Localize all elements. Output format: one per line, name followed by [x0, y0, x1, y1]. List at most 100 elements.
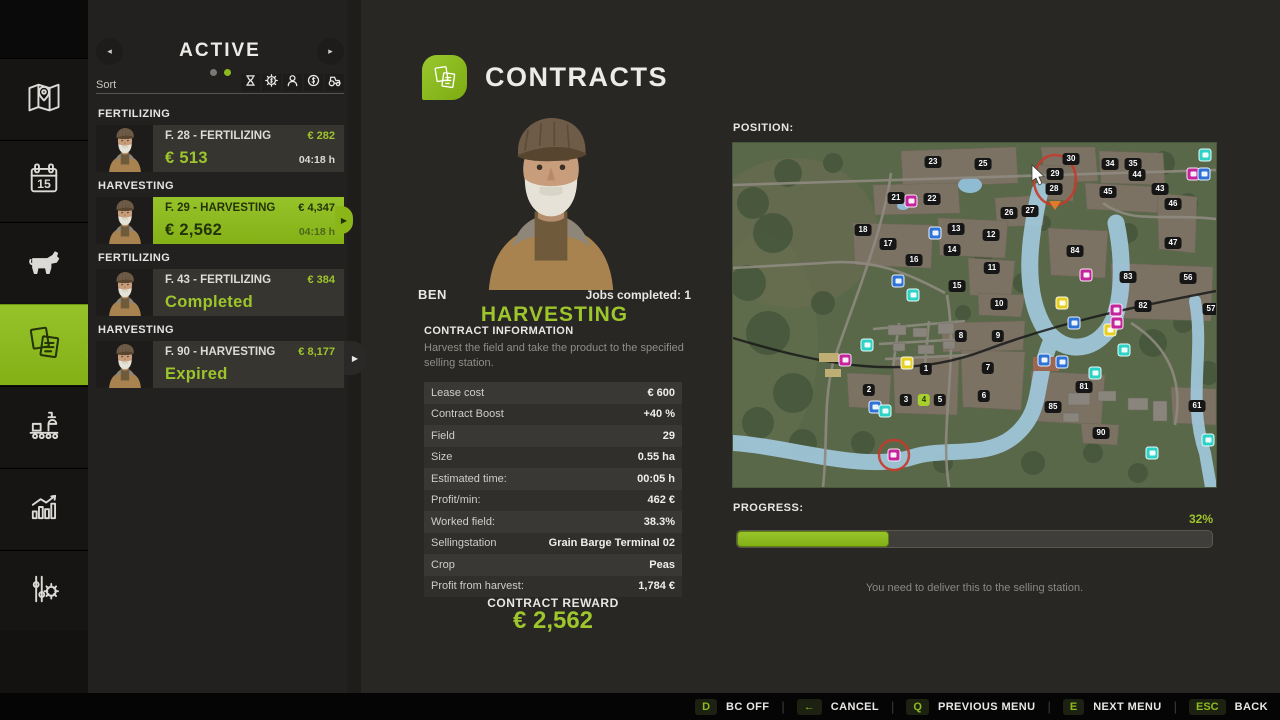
- info-table-row: Sellingstation Grain Barge Terminal 02: [424, 532, 682, 554]
- map-field-number: 45: [1099, 186, 1117, 198]
- map-field-number: 22: [923, 193, 941, 205]
- contract-card-time: 04:18 h: [298, 226, 335, 238]
- map-field-number: 81: [1075, 380, 1093, 393]
- map-field-number: 30: [1062, 153, 1080, 165]
- contract-section-label: FERTILIZING: [98, 108, 171, 120]
- hotkey-separator: |: [1047, 699, 1051, 714]
- contract-list: FERTILIZING F. 28 - FERTILIZING € 282 € 513…: [96, 100, 353, 388]
- expand-arrow-icon: ▶: [351, 353, 359, 363]
- info-table-row: Lease cost € 600: [424, 382, 682, 404]
- map-field-number: 25: [974, 158, 992, 170]
- calendar-icon: 15: [25, 160, 63, 203]
- hotkey-key: D: [695, 698, 718, 715]
- sidebar-item-production[interactable]: [0, 386, 88, 467]
- contract-card-reward: € 282: [307, 130, 335, 142]
- hotkey-previous-menu[interactable]: Q PREVIOUS MENU: [906, 698, 1036, 715]
- contract-card[interactable]: F. 29 - HARVESTING € 4,347 € 2,562 04:18 h ▶: [96, 197, 353, 244]
- map-field-number: 56: [1179, 272, 1197, 284]
- info-row-value: Grain Barge Terminal 02: [548, 537, 675, 550]
- hotkey-label: PREVIOUS MENU: [937, 700, 1036, 713]
- map-poi-icon: [860, 338, 874, 352]
- npc-portrait: [455, 108, 647, 290]
- map-field-number: 46: [1164, 197, 1182, 210]
- info-row-value: Peas: [649, 558, 675, 571]
- progress-hint: You need to deliver this to the selling …: [865, 582, 1084, 594]
- info-row-label: Profit/min:: [431, 494, 481, 507]
- sidebar-item-contracts[interactable]: [0, 304, 88, 385]
- contract-card-title: F. 29 - HARVESTING: [165, 202, 276, 214]
- map-field-number: 5: [933, 394, 947, 406]
- contract-card-status: € 513: [165, 149, 208, 167]
- map-poi-icon: [906, 288, 920, 302]
- sidebar-item-settings[interactable]: [0, 550, 88, 631]
- sidebar-item-map[interactable]: [0, 58, 88, 139]
- contract-card-reward: € 8,177: [298, 346, 335, 358]
- map-poi-icon: [1067, 316, 1081, 330]
- map-poi-icon: [900, 356, 914, 370]
- info-row-value: € 600: [647, 386, 675, 399]
- info-table-row: Size 0.55 ha: [424, 446, 682, 468]
- hotkey-bc-off[interactable]: D BC OFF: [695, 698, 769, 715]
- map-field-number: 82: [1134, 300, 1152, 312]
- contract-reward-value: € 2,562: [512, 607, 594, 634]
- contract-reward-label: CONTRACT REWARD: [487, 596, 619, 610]
- map-field-number: 35: [1124, 158, 1142, 170]
- map-field-number: 18: [854, 224, 872, 236]
- map-poi-icon: [1198, 148, 1212, 162]
- map-field-number: 23: [924, 156, 942, 168]
- sort-by-lease-button[interactable]: [262, 73, 281, 91]
- cow-icon: [25, 242, 63, 285]
- sort-by-vehicle-button[interactable]: [325, 74, 344, 91]
- avatar: [96, 341, 153, 388]
- map-poi-icon: [1110, 316, 1124, 330]
- list-next-button[interactable]: ▸: [317, 37, 344, 65]
- contract-card-title: F. 43 - FERTILIZING: [165, 274, 272, 286]
- contract-card-status: Expired: [165, 365, 228, 383]
- map-markers: 23 25 30 34 35 44 29 28 21 22 45 43 46 26 27 18 13 12 17 14…: [733, 143, 1216, 487]
- info-row-label: Profit from harvest:: [431, 580, 524, 593]
- progress-bar-fill: [737, 531, 889, 547]
- sort-icons: [241, 73, 344, 91]
- sidebar-item-animals[interactable]: [0, 222, 88, 303]
- sort-by-npc-button[interactable]: [283, 74, 302, 91]
- hotkey-cancel[interactable]: ← CANCEL: [796, 698, 879, 715]
- list-prev-button[interactable]: ◂: [96, 37, 123, 65]
- progress-bar: [736, 530, 1213, 548]
- contract-card[interactable]: F. 43 - FERTILIZING € 384 Completed: [96, 269, 344, 316]
- statistics-icon: [25, 488, 63, 531]
- map-field-number: 84: [1066, 245, 1084, 257]
- sort-by-reward-button[interactable]: [304, 74, 323, 91]
- panel-expand-button[interactable]: ▶: [344, 341, 366, 375]
- info-row-label: Estimated time:: [431, 472, 507, 485]
- contract-type-title: HARVESTING: [480, 303, 629, 326]
- hotkey-key: ←: [796, 698, 822, 715]
- sort-label: Sort: [96, 79, 117, 91]
- sidebar-item-statistics[interactable]: [0, 468, 88, 549]
- map-field-number: 14: [943, 244, 961, 256]
- hotkey-key: ESC: [1188, 698, 1226, 715]
- selected-card-arrow-icon: ▶: [335, 206, 353, 234]
- contract-section-label: HARVESTING: [98, 180, 174, 192]
- contract-card-status: Completed: [165, 293, 253, 311]
- hotkey-back[interactable]: ESC BACK: [1188, 698, 1268, 715]
- page-dots: [96, 69, 344, 76]
- avatar: [96, 125, 153, 172]
- map-field-number: 3: [899, 394, 913, 406]
- info-row-label: Lease cost: [431, 386, 485, 399]
- contract-card[interactable]: F. 90 - HARVESTING € 8,177 Expired: [96, 341, 344, 388]
- map-field-number: 7: [981, 362, 995, 374]
- map-field-number: 29: [1046, 168, 1064, 180]
- sort-by-time-button[interactable]: [241, 74, 260, 91]
- hotkey-next-menu[interactable]: E NEXT MENU: [1062, 698, 1162, 715]
- contract-card[interactable]: F. 28 - FERTILIZING € 282 € 513 04:18 h: [96, 125, 344, 172]
- map-field-number: 26: [1000, 207, 1018, 219]
- sidebar-item-calendar[interactable]: 15: [0, 140, 88, 221]
- map-poi-icon: [928, 226, 942, 240]
- map-field-number: 4: [917, 394, 931, 406]
- hotkey-key: Q: [906, 698, 929, 715]
- contract-section-label: HARVESTING: [98, 324, 174, 336]
- map-field-number: 15: [948, 280, 966, 292]
- info-row-value: +40 %: [643, 408, 676, 421]
- info-row-value: 38.3%: [643, 515, 675, 528]
